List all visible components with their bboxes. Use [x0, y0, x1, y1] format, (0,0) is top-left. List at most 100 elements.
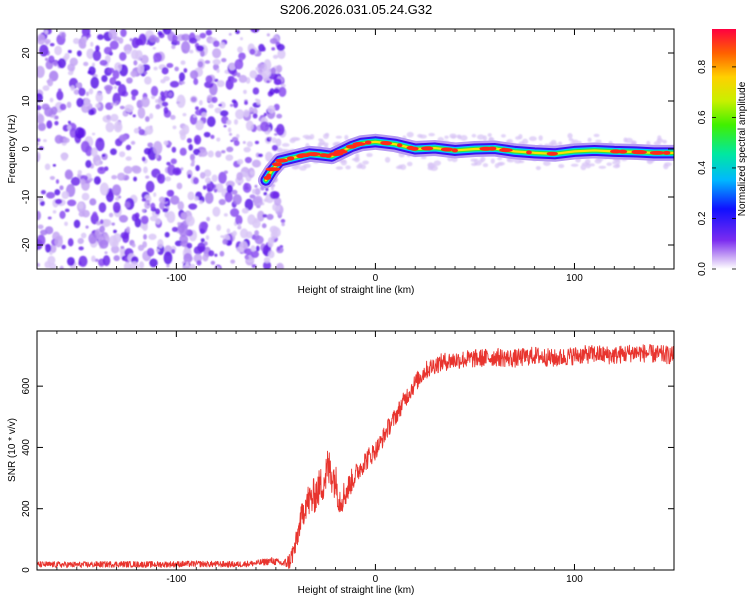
halo-speckle	[427, 165, 434, 171]
noise-speckle	[160, 91, 165, 98]
noise-speckle	[196, 45, 205, 52]
noise-speckle	[95, 160, 103, 166]
halo-speckle	[568, 137, 574, 142]
noise-speckle	[163, 76, 170, 82]
noise-speckle	[44, 57, 49, 62]
noise-speckle	[150, 85, 159, 97]
noise-speckle	[249, 48, 256, 55]
noise-speckle	[174, 240, 183, 247]
noise-speckle	[37, 210, 42, 221]
noise-speckle	[78, 87, 86, 97]
noise-speckle	[133, 60, 138, 66]
noise-speckle	[261, 69, 272, 78]
noise-speckle	[49, 251, 53, 255]
noise-speckle	[47, 216, 52, 220]
y-tick-label: 0	[21, 567, 32, 573]
ridge-peak	[501, 147, 507, 152]
noise-speckle	[177, 201, 185, 211]
noise-speckle	[211, 96, 218, 103]
noise-speckle	[73, 38, 80, 45]
noise-speckle	[110, 102, 115, 106]
noise-speckle	[37, 234, 46, 247]
noise-speckle	[130, 70, 138, 77]
noise-speckle	[88, 88, 94, 95]
noise-speckle	[254, 184, 258, 188]
noise-speckle	[229, 103, 234, 107]
noise-speckle	[208, 250, 215, 257]
noise-speckle	[260, 121, 270, 132]
noise-speckle	[91, 147, 98, 158]
noise-speckle	[211, 174, 218, 182]
noise-speckle	[105, 122, 115, 133]
noise-speckle	[52, 210, 57, 214]
ridge-peak	[546, 151, 558, 156]
noise-speckle	[125, 156, 132, 161]
noise-speckle	[143, 71, 148, 75]
noise-speckle	[166, 263, 170, 268]
noise-speckle	[90, 76, 99, 89]
halo-speckle	[406, 161, 413, 167]
noise-speckle	[55, 179, 60, 184]
colorbar-tick-label: 0.2	[697, 211, 708, 225]
noise-speckle	[67, 49, 72, 54]
noise-speckle	[201, 112, 207, 118]
halo-speckle	[594, 158, 602, 164]
halo-speckle	[538, 135, 543, 141]
noise-speckle	[234, 59, 244, 70]
noise-speckle	[270, 186, 274, 191]
noise-speckle	[232, 194, 242, 205]
noise-speckle	[131, 213, 139, 222]
ridge-peak	[339, 148, 346, 153]
noise-speckle	[185, 261, 190, 267]
spectrogram-x-axis-label: Height of straight line (km)	[298, 285, 415, 296]
noise-speckle	[118, 214, 129, 223]
noise-speckle	[103, 219, 112, 227]
noise-speckle	[146, 42, 150, 45]
noise-speckle	[129, 261, 139, 269]
noise-speckle	[171, 146, 177, 153]
noise-speckle	[141, 156, 146, 162]
halo-speckle	[595, 139, 602, 144]
noise-speckle	[192, 177, 199, 185]
noise-speckle	[251, 264, 257, 268]
noise-speckle	[203, 131, 211, 138]
ridge-peak	[649, 150, 665, 155]
halo-speckle	[366, 152, 373, 158]
noise-speckle	[37, 122, 46, 132]
noise-speckle	[88, 109, 95, 116]
noise-speckle	[190, 96, 197, 103]
ridge-peak	[618, 149, 628, 154]
noise-speckle	[198, 152, 203, 157]
noise-speckle	[74, 127, 85, 139]
noise-speckle	[235, 109, 245, 120]
halo-speckle	[662, 139, 667, 144]
noise-speckle	[138, 126, 142, 130]
halo-speckle	[500, 134, 506, 138]
noise-speckle	[131, 49, 139, 60]
halo-speckle	[471, 133, 477, 138]
noise-speckle	[233, 140, 240, 146]
noise-speckle	[49, 97, 54, 103]
halo-speckle	[356, 164, 363, 169]
noise-speckle	[95, 92, 104, 103]
noise-speckle	[101, 154, 106, 157]
noise-speckle	[155, 154, 159, 159]
noise-speckle	[119, 247, 126, 255]
noise-speckle	[52, 163, 57, 167]
halo-speckle	[384, 156, 391, 163]
noise-speckle	[252, 113, 258, 119]
noise-speckle	[148, 233, 157, 240]
colorbar-tick-label: 0.4	[697, 161, 708, 175]
noise-speckle	[131, 94, 136, 101]
noise-speckle	[216, 68, 220, 73]
noise-speckle	[137, 63, 145, 74]
noise-speckle	[219, 250, 225, 257]
spectral-ridge	[257, 133, 674, 189]
noise-speckle	[236, 246, 245, 253]
halo-speckle	[433, 160, 442, 166]
noise-speckle	[93, 176, 101, 185]
halo-speckle	[606, 162, 613, 166]
noise-speckle	[113, 255, 120, 262]
